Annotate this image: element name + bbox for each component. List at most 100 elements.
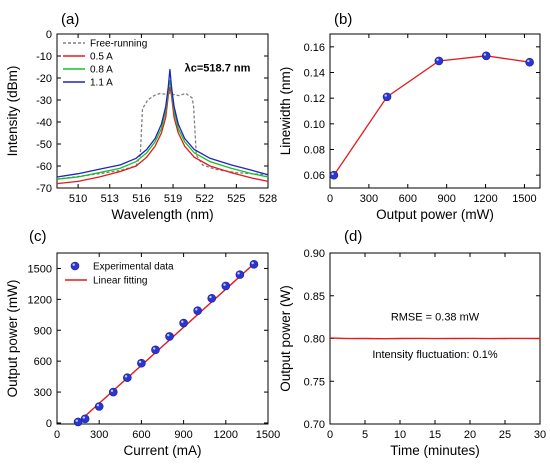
x-tick-label: 600 — [132, 429, 150, 441]
experimental-point-highlight — [124, 375, 128, 378]
linewidth-point-highlight — [331, 172, 334, 176]
x-axis-label: Time (minutes) — [390, 443, 480, 458]
y-tick-label: 0.10 — [304, 119, 325, 131]
experimental-point — [207, 294, 217, 303]
panel-label: (a) — [61, 11, 79, 28]
x-tick-label: 10 — [394, 429, 406, 441]
y-tick-label: -20 — [36, 73, 52, 85]
x-tick-label: 30 — [534, 429, 546, 441]
x-tick-label: 600 — [399, 193, 417, 205]
y-tick-label: 0 — [46, 29, 52, 41]
experimental-point-highlight — [237, 272, 240, 275]
panel-label: (c) — [29, 228, 47, 245]
experimental-point — [249, 260, 259, 269]
y-axis-label: Linewidth (nm) — [278, 67, 293, 156]
legend-entry: 0.8 A — [90, 65, 113, 76]
x-tick-label: 0 — [54, 429, 60, 441]
linewidth-point-highlight — [527, 59, 530, 63]
x-tick-label: 0 — [327, 193, 333, 205]
experimental-point-highlight — [96, 403, 100, 407]
linewidth-point — [434, 56, 444, 66]
legend-marker-highlight — [72, 263, 75, 266]
x-tick-label: 525 — [227, 193, 245, 205]
experimental-point — [235, 270, 245, 279]
linear-fit-line — [76, 263, 255, 424]
linewidth-line — [333, 55, 530, 176]
panel-label: (d) — [344, 228, 362, 245]
x-axis-label: Wavelength (nm) — [111, 207, 213, 222]
experimental-point-highlight — [195, 308, 198, 311]
y-tick-label: -30 — [36, 95, 52, 107]
y-tick-label: 1200 — [28, 294, 52, 306]
y-tick-label: 0.08 — [304, 145, 325, 157]
experimental-point-highlight — [167, 333, 170, 337]
y-tick-label: 0 — [46, 418, 52, 430]
x-tick-label: 900 — [174, 429, 192, 441]
y-tick-label: 900 — [34, 325, 52, 337]
panel-c: 0 300 600 900 1200 1500 0 300 600 900 1200 1500 Curr… — [5, 228, 280, 458]
y-tick-label: 1500 — [28, 263, 52, 275]
y-tick-label: 300 — [34, 387, 52, 399]
experimental-point-highlight — [75, 419, 79, 422]
y-axis-label: Output power (W) — [278, 285, 293, 392]
y-tick-label: 0.16 — [304, 42, 325, 54]
linewidth-point — [525, 57, 534, 67]
panel-b: 0 300 600 900 1200 1500 0.06 0.08 0.10 0.12 0.14 0.… — [278, 11, 541, 222]
series-line-free-running — [56, 92, 269, 180]
y-tick-label: 0.85 — [304, 291, 325, 303]
experimental-point — [179, 318, 188, 328]
experimental-point-highlight — [82, 416, 86, 419]
experimental-point-highlight — [181, 320, 184, 323]
x-tick-label: 5 — [362, 429, 368, 441]
x-tick-label: 300 — [90, 429, 108, 441]
y-axis-label: Output power (mW) — [5, 280, 20, 398]
legend-entry: Free-running — [90, 39, 147, 50]
y-tick-label: -60 — [36, 161, 52, 173]
legend-marker — [70, 261, 80, 271]
experimental-point — [151, 345, 160, 355]
center-wavelength-annotation: λc=518.7 nm — [185, 62, 251, 74]
y-tick-label: 0.80 — [304, 334, 325, 346]
x-tick-label: 300 — [360, 193, 378, 205]
experimental-point — [94, 402, 104, 411]
x-tick-label: 1500 — [512, 193, 536, 205]
x-axis-label: Output power (mW) — [376, 207, 494, 222]
x-tick-label: 522 — [196, 193, 214, 205]
x-tick-label: 900 — [437, 193, 455, 205]
x-tick-label: 15 — [429, 429, 441, 441]
linewidth-point-highlight — [436, 58, 439, 61]
y-tick-label: 0.12 — [304, 93, 325, 105]
y-tick-label: -40 — [36, 117, 52, 129]
x-tick-label: 1200 — [214, 429, 238, 441]
x-tick-label: 20 — [464, 429, 476, 441]
experimental-point-highlight — [110, 389, 114, 392]
panel-a: 510 513 516 519 522 525 528 -70 -60 -50 -40 -30 -20 -… — [5, 11, 277, 222]
x-tick-label: 516 — [132, 193, 150, 205]
experimental-point-highlight — [223, 283, 226, 286]
y-axis-label: Intensity (dBm) — [5, 66, 20, 157]
plot-frame — [56, 252, 269, 425]
experimental-point — [165, 332, 174, 341]
rmse-annotation: RMSE = 0.38 mW — [391, 312, 480, 324]
x-tick-label: 1500 — [256, 429, 280, 441]
fluctuation-annotation: Intensity fluctuation: 0.1% — [372, 349, 498, 361]
x-tick-label: 513 — [101, 193, 119, 205]
experimental-point — [221, 281, 231, 291]
experimental-point — [137, 358, 146, 368]
experimental-point — [80, 414, 90, 424]
power-stability-line — [329, 337, 541, 340]
experimental-point-highlight — [251, 261, 254, 265]
y-tick-label: -10 — [36, 51, 52, 63]
legend-entry: Linear fitting — [93, 276, 147, 287]
y-tick-label: -50 — [36, 139, 52, 151]
series-line-0-8-a — [56, 80, 269, 180]
y-tick-label: 0.06 — [304, 170, 325, 182]
x-tick-label: 519 — [164, 193, 182, 205]
panel-d: 0 5 10 15 20 25 30 0.70 0.75 0.80 0.85 0.90 Time (mi… — [278, 228, 546, 458]
legend-entry: 0.5 A — [90, 52, 113, 63]
x-tick-label: 0 — [327, 429, 333, 441]
experimental-point — [123, 373, 132, 382]
x-tick-label: 528 — [259, 193, 277, 205]
x-axis-label: Current (mA) — [123, 443, 201, 458]
